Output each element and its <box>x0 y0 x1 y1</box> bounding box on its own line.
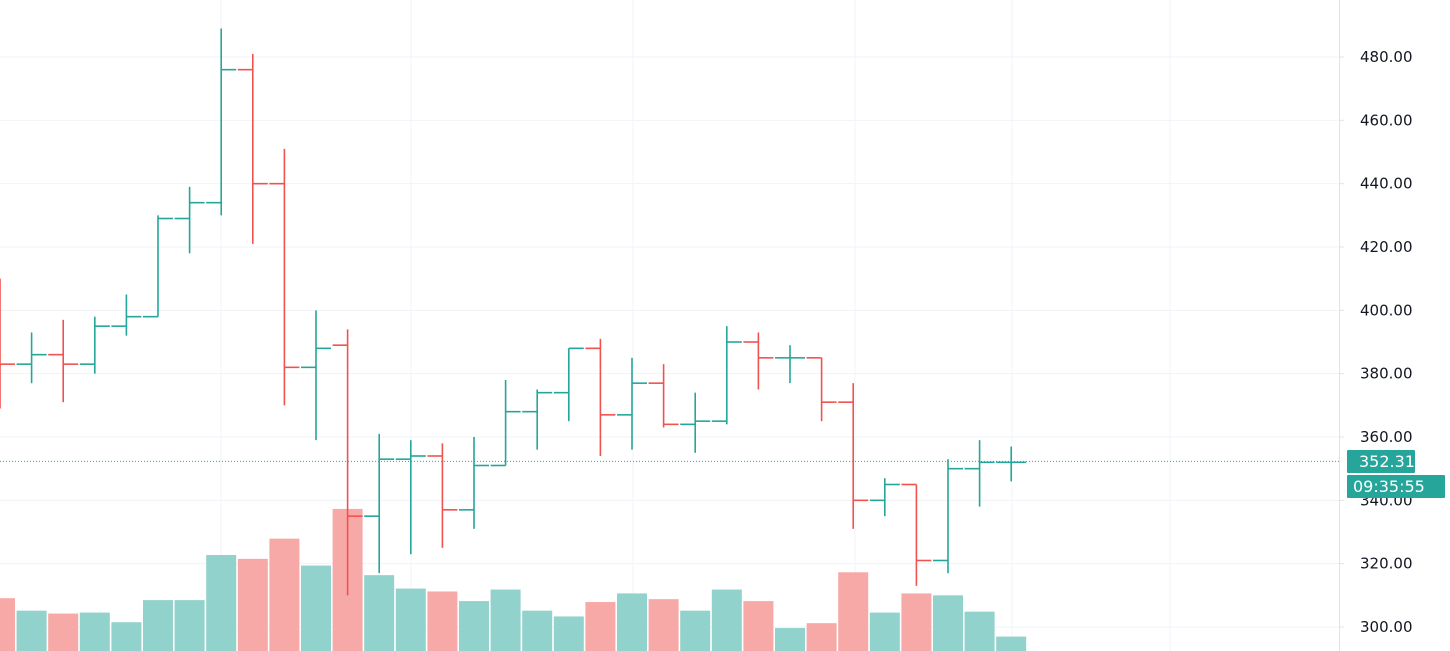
volume-bar <box>775 627 805 651</box>
volume-bar <box>111 622 142 651</box>
price-axis-label: 480.00 <box>1360 48 1413 66</box>
volume-bar <box>964 611 995 651</box>
ohlc-bar[interactable] <box>490 380 521 467</box>
current-price-badge <box>1347 450 1415 473</box>
ohlc-bar[interactable] <box>206 28 237 216</box>
bar-countdown-badge <box>1347 475 1445 498</box>
ohlc-bar[interactable] <box>0 278 15 409</box>
price-axis-label: 400.00 <box>1360 301 1413 319</box>
volume-bar <box>617 593 647 651</box>
ohlc-bar[interactable] <box>174 186 205 254</box>
volume-bar <box>901 593 932 651</box>
bar-countdown-label: 09:35:55 <box>1353 477 1425 496</box>
volume-bar <box>269 538 300 651</box>
ohlc-bar[interactable] <box>553 347 584 422</box>
volume-histogram <box>0 508 1027 651</box>
volume-bar <box>806 623 837 651</box>
volume-bar <box>996 636 1027 651</box>
volume-bar <box>79 612 110 651</box>
volume-bar <box>680 610 711 651</box>
ohlc-bar[interactable] <box>617 357 647 450</box>
ohlc-bar[interactable] <box>648 364 679 428</box>
ohlc-bars <box>0 28 1027 596</box>
volume-bar <box>585 602 616 651</box>
ohlc-bar[interactable] <box>838 383 869 529</box>
current-price-label: 352.31 <box>1359 452 1415 471</box>
volume-bar <box>427 591 458 651</box>
price-axis-label: 360.00 <box>1360 428 1413 446</box>
ohlc-bar[interactable] <box>775 345 805 384</box>
ohlc-bar[interactable] <box>48 319 79 403</box>
volume-bar <box>206 555 237 651</box>
volume-bar <box>237 558 268 651</box>
volume-bar <box>0 598 15 651</box>
price-axis-label: 420.00 <box>1360 238 1413 256</box>
ohlc-bar[interactable] <box>901 483 932 586</box>
volume-bar <box>364 575 395 651</box>
ohlc-bar[interactable] <box>237 53 268 244</box>
volume-bar <box>553 616 584 651</box>
price-axis-label: 440.00 <box>1360 175 1413 193</box>
ohlc-bar[interactable] <box>143 215 173 318</box>
volume-bar <box>490 589 521 651</box>
ohlc-bar[interactable] <box>743 332 774 390</box>
ohlc-bar[interactable] <box>16 332 47 384</box>
volume-bar <box>743 601 774 651</box>
price-axis-label: 380.00 <box>1360 365 1413 383</box>
volume-bar <box>16 610 47 651</box>
price-axis-label: 460.00 <box>1360 111 1413 129</box>
ohlc-bar[interactable] <box>522 389 553 450</box>
volume-bar <box>395 588 426 651</box>
ohlc-bar[interactable] <box>680 392 711 453</box>
volume-bar <box>174 600 205 651</box>
price-axis-label: 320.00 <box>1360 555 1413 573</box>
volume-bar <box>933 595 963 651</box>
ohlc-bar[interactable] <box>269 148 300 406</box>
ohlc-bar[interactable] <box>111 294 142 336</box>
ohlc-bar[interactable] <box>79 316 110 374</box>
ohlc-bar[interactable] <box>364 433 395 574</box>
ohlc-bar[interactable] <box>711 326 742 425</box>
ohlc-bar[interactable] <box>585 338 616 456</box>
volume-bar <box>648 599 679 651</box>
volume-bar <box>48 613 79 651</box>
ohlc-bar[interactable] <box>459 437 489 529</box>
current-price-badges: 352.31 09:35:55 <box>1347 450 1445 498</box>
ohlc-bar[interactable] <box>996 446 1027 482</box>
ohlc-bar[interactable] <box>301 310 331 441</box>
volume-bar <box>522 610 553 651</box>
ohlc-bar[interactable] <box>964 440 995 507</box>
ohlc-bar[interactable] <box>869 478 900 517</box>
price-axis[interactable]: 300.00320.00340.00360.00380.00400.00420.… <box>1339 48 1413 636</box>
volume-bar <box>838 572 869 651</box>
price-axis-label: 300.00 <box>1360 618 1413 636</box>
volume-bar <box>711 589 742 651</box>
ohlc-bar[interactable] <box>933 459 963 574</box>
volume-bar <box>143 600 173 651</box>
volume-bar <box>869 612 900 651</box>
ohlc-bar[interactable] <box>395 440 426 555</box>
ohlc-bar[interactable] <box>427 443 458 548</box>
volume-bar <box>301 565 331 651</box>
ohlc-bar[interactable] <box>806 357 837 422</box>
ohlc-bar[interactable] <box>332 329 363 596</box>
volume-bar <box>459 601 489 651</box>
